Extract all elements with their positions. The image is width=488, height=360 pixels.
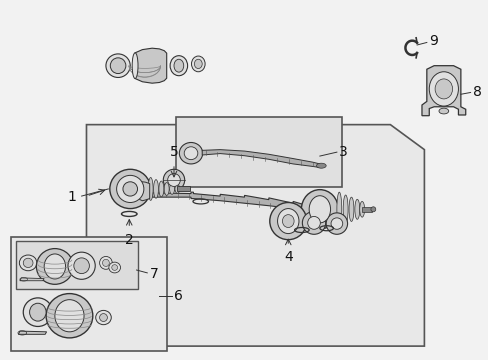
Bar — [176, 117, 341, 187]
Ellipse shape — [438, 108, 448, 114]
Ellipse shape — [179, 143, 202, 164]
Text: 4: 4 — [284, 249, 292, 264]
Ellipse shape — [175, 185, 180, 193]
Ellipse shape — [325, 213, 347, 234]
Ellipse shape — [153, 180, 158, 198]
Ellipse shape — [307, 216, 320, 229]
Ellipse shape — [44, 254, 65, 279]
Polygon shape — [20, 278, 44, 281]
Ellipse shape — [428, 72, 458, 106]
Ellipse shape — [343, 195, 347, 224]
Ellipse shape — [109, 262, 120, 273]
Polygon shape — [86, 125, 424, 346]
Ellipse shape — [74, 258, 89, 274]
Ellipse shape — [336, 192, 341, 226]
Ellipse shape — [96, 310, 111, 325]
Ellipse shape — [164, 183, 169, 195]
Ellipse shape — [370, 207, 375, 212]
Ellipse shape — [277, 208, 298, 234]
Ellipse shape — [23, 298, 52, 327]
Ellipse shape — [330, 218, 342, 229]
Ellipse shape — [100, 256, 112, 269]
Ellipse shape — [20, 255, 37, 271]
Ellipse shape — [191, 56, 204, 72]
Ellipse shape — [301, 190, 338, 229]
Text: 7: 7 — [149, 267, 158, 280]
Ellipse shape — [100, 314, 107, 321]
Bar — [16, 241, 137, 289]
Polygon shape — [421, 66, 465, 116]
Bar — [177, 186, 189, 192]
Ellipse shape — [106, 54, 130, 77]
Ellipse shape — [174, 59, 183, 72]
Ellipse shape — [269, 203, 306, 240]
Ellipse shape — [112, 265, 117, 270]
Text: 2: 2 — [124, 233, 133, 247]
Polygon shape — [19, 331, 46, 334]
Ellipse shape — [46, 294, 93, 338]
Ellipse shape — [23, 258, 33, 267]
Ellipse shape — [163, 169, 184, 191]
Text: 8: 8 — [472, 85, 481, 99]
Ellipse shape — [36, 249, 73, 284]
Ellipse shape — [116, 175, 143, 203]
Bar — [11, 237, 166, 351]
Text: 5: 5 — [169, 145, 178, 159]
Ellipse shape — [354, 199, 359, 219]
Ellipse shape — [170, 56, 187, 76]
Text: 9: 9 — [428, 35, 437, 48]
Ellipse shape — [316, 163, 325, 168]
Ellipse shape — [132, 53, 138, 78]
Polygon shape — [138, 182, 149, 201]
Ellipse shape — [159, 181, 163, 197]
Ellipse shape — [30, 303, 46, 321]
Ellipse shape — [434, 79, 452, 99]
Text: 3: 3 — [339, 145, 347, 159]
Ellipse shape — [348, 197, 353, 221]
Ellipse shape — [282, 215, 293, 228]
Ellipse shape — [122, 182, 137, 196]
Ellipse shape — [308, 196, 330, 223]
Ellipse shape — [68, 252, 95, 279]
Ellipse shape — [110, 58, 125, 73]
Polygon shape — [135, 48, 166, 83]
Ellipse shape — [148, 177, 153, 201]
Bar — [362, 207, 371, 212]
Ellipse shape — [102, 259, 109, 266]
Polygon shape — [152, 188, 312, 210]
Ellipse shape — [110, 169, 150, 208]
Ellipse shape — [302, 211, 325, 234]
Polygon shape — [202, 150, 319, 167]
Ellipse shape — [169, 184, 174, 194]
Ellipse shape — [55, 300, 84, 332]
Ellipse shape — [184, 147, 198, 159]
Text: 6: 6 — [174, 289, 183, 303]
Ellipse shape — [359, 202, 364, 217]
Text: 1: 1 — [68, 190, 77, 204]
Ellipse shape — [194, 59, 202, 68]
Ellipse shape — [167, 174, 180, 186]
